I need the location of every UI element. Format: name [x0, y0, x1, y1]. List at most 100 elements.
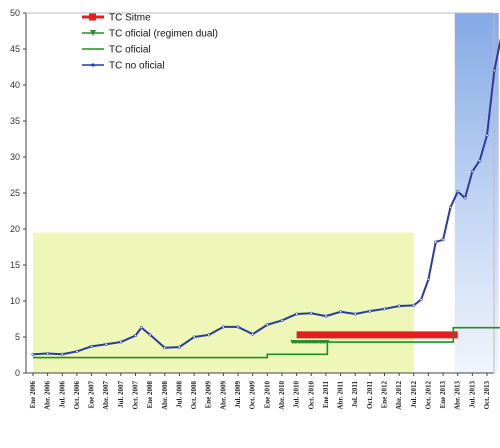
x-tick-label: Oct. 2010 — [307, 381, 315, 410]
x-tick-label: Ene 2009 — [205, 381, 213, 409]
series-point — [46, 352, 50, 356]
series-point — [492, 69, 496, 73]
series-marker — [314, 340, 319, 345]
x-tick-label: Abr. 2008 — [161, 381, 169, 410]
legend-item-tc-sitme: TC Sitme — [82, 13, 151, 24]
legend-label: TC no oficial — [109, 61, 165, 72]
x-tick-label: Jul. 2009 — [234, 381, 242, 408]
x-tick-label: Abr. 2006 — [44, 381, 52, 410]
series-marker — [318, 340, 323, 345]
series-point — [419, 298, 423, 302]
shaded-region-blue — [454, 13, 499, 373]
series-point — [324, 314, 328, 318]
series-point — [163, 346, 167, 350]
legend-label: TC oficial (regimen dual) — [109, 29, 218, 40]
series-marker — [290, 340, 295, 345]
x-tick-label: Ene 2007 — [88, 381, 96, 409]
y-tick-label: 10 — [10, 296, 20, 306]
series-point — [236, 325, 240, 329]
series-point — [434, 240, 438, 244]
series-marker — [307, 340, 312, 345]
series-tc-no-oficial — [32, 37, 500, 356]
x-tick-label: Ene 2006 — [29, 381, 37, 409]
legend-item-tc-no-oficial: TC no oficial — [82, 61, 165, 72]
series-point — [485, 133, 489, 137]
y-tick-label: 20 — [10, 224, 20, 234]
series-marker — [311, 340, 316, 345]
series-point — [456, 190, 460, 194]
series-point — [104, 342, 108, 346]
y-tick-label: 25 — [10, 188, 20, 198]
y-tick-label: 0 — [15, 368, 20, 378]
series-point — [251, 332, 255, 336]
series-point — [382, 307, 386, 311]
series-point — [221, 325, 225, 329]
series-point — [339, 310, 343, 314]
x-tick-label: Abr. 2012 — [395, 381, 403, 410]
series-point — [426, 277, 430, 281]
series-marker — [297, 340, 302, 345]
series-point — [309, 311, 313, 315]
x-tick-label: Oct. 2007 — [132, 381, 140, 410]
series-point — [119, 340, 123, 344]
x-tick-label: Ene 2011 — [322, 381, 330, 409]
series-marker — [321, 340, 326, 345]
series-marker — [304, 340, 309, 345]
x-tick-label: Oct. 2011 — [366, 381, 374, 409]
series-point — [207, 333, 211, 337]
series-point — [177, 345, 181, 349]
x-tick-label: Jul. 2010 — [293, 381, 301, 408]
series-point — [478, 159, 482, 163]
series-point — [412, 303, 416, 307]
series-point — [265, 323, 269, 327]
x-tick-label: Jul. 2013 — [468, 381, 476, 408]
x-tick-label: Ene 2012 — [380, 381, 388, 409]
x-tick-label: Jul. 2007 — [117, 381, 125, 408]
legend-marker — [89, 13, 96, 21]
series-point — [441, 238, 445, 242]
y-tick-label: 35 — [10, 116, 20, 126]
x-tick-label: Oct. 2009 — [249, 381, 257, 410]
x-tick-label: Abr. 2010 — [278, 381, 286, 410]
x-tick-label: Abr. 2013 — [454, 381, 462, 410]
x-tick-label: Jul. 2011 — [351, 381, 359, 408]
x-tick-label: Oct. 2008 — [190, 381, 198, 410]
series-point — [463, 196, 467, 200]
series-point — [31, 352, 35, 356]
x-tick-label: Jul. 2008 — [175, 381, 183, 408]
x-tick-label: Ene 2013 — [439, 381, 447, 409]
series-marker — [300, 340, 305, 345]
shaded-region-yellow — [33, 232, 414, 373]
x-tick-label: Ene 2010 — [263, 381, 271, 409]
x-tick-label: Ene 2008 — [146, 381, 154, 409]
y-tick-label: 5 — [15, 332, 20, 342]
x-tick-label: Oct. 2012 — [424, 381, 432, 410]
series-point — [368, 309, 372, 313]
y-tick-label: 45 — [10, 44, 20, 54]
series-point — [280, 318, 284, 322]
series-point — [60, 352, 64, 356]
series-point — [470, 169, 474, 173]
series-point — [353, 312, 357, 316]
legend-label: TC Sitme — [109, 13, 151, 24]
series-marker — [293, 340, 298, 345]
legend-label: TC oficial — [109, 45, 151, 56]
series-point — [139, 326, 143, 330]
series-point — [148, 333, 152, 337]
legend-marker — [90, 30, 96, 36]
y-tick-label: 50 — [10, 8, 20, 18]
y-tick-label: 30 — [10, 152, 20, 162]
series-point — [192, 335, 196, 339]
x-tick-label: Jul. 2006 — [58, 381, 66, 408]
legend-marker — [91, 63, 95, 67]
series-point — [134, 334, 138, 338]
y-tick-label: 40 — [10, 80, 20, 90]
series-tc-oficial — [33, 326, 500, 359]
y-tick-label: 15 — [10, 260, 20, 270]
x-tick-label: Jul. 2012 — [410, 381, 418, 408]
series-point — [295, 312, 299, 316]
series-point — [397, 304, 401, 308]
x-tick-label: Oct. 2013 — [483, 381, 491, 410]
series-point — [90, 344, 94, 348]
